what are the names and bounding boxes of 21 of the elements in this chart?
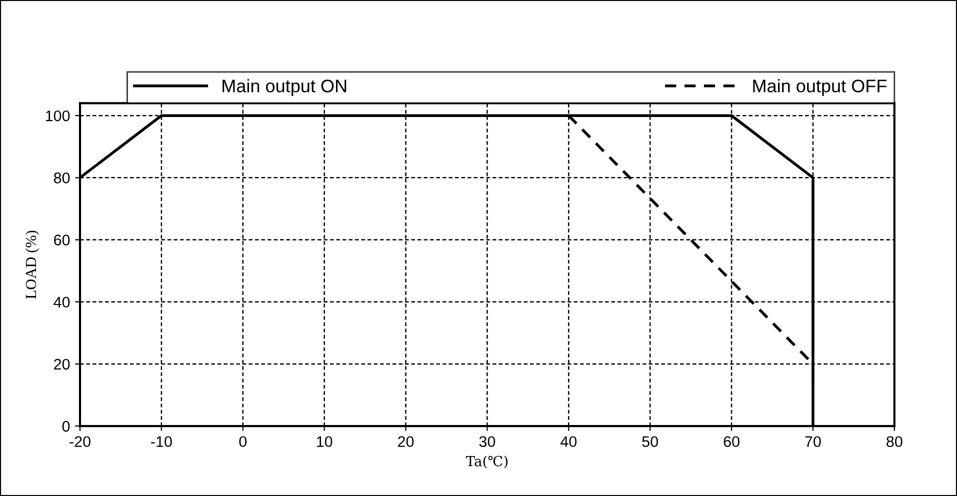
x-tick-label: -10 (151, 436, 172, 448)
y-tick-label: 100 (46, 110, 70, 122)
x-tick-label: 60 (724, 436, 740, 448)
y-tick-label: 0 (62, 420, 70, 432)
legend-label: Main output OFF (753, 79, 886, 96)
y-axis-title: LOAD (%) (25, 230, 40, 299)
legend-label: Main output ON (222, 79, 346, 96)
x-tick-label: 30 (479, 436, 496, 448)
x-tick-label: 50 (642, 436, 658, 448)
y-tick-label: 80 (54, 172, 70, 184)
y-tick-label: 60 (54, 234, 70, 246)
x-tick-label: 70 (805, 436, 821, 448)
x-tick-label: 80 (886, 436, 902, 448)
y-tick-label: 20 (54, 358, 70, 370)
y-tick-label: 40 (54, 296, 70, 308)
x-tick-label: -20 (70, 436, 90, 448)
x-tick-label: 0 (239, 436, 247, 448)
x-tick-label: 40 (560, 436, 577, 448)
x-tick-label: 10 (316, 436, 332, 448)
x-axis-title: Ta(℃) (466, 456, 508, 468)
x-tick-label: 20 (398, 436, 414, 448)
